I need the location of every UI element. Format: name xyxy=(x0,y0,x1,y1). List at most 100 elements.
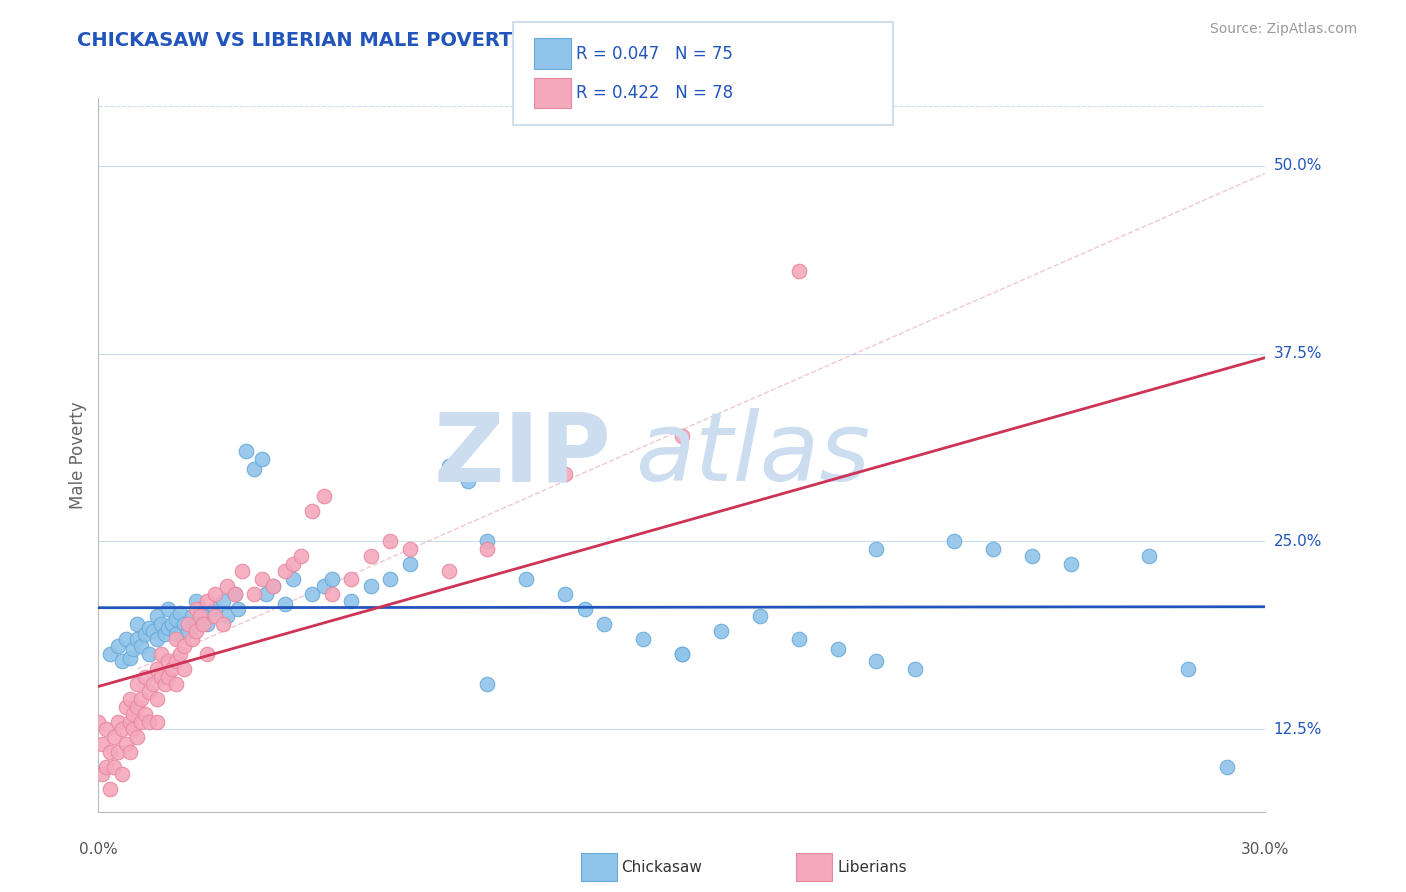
Point xyxy=(114,737,136,751)
Point xyxy=(360,549,382,564)
Text: R = 0.422   N = 78: R = 0.422 N = 78 xyxy=(576,84,734,102)
Point xyxy=(193,609,215,624)
Point xyxy=(321,587,343,601)
Point xyxy=(157,622,180,636)
Point xyxy=(142,677,165,691)
Point xyxy=(146,609,169,624)
Point xyxy=(243,462,266,476)
Point xyxy=(262,579,284,593)
Point xyxy=(215,609,238,624)
Text: R = 0.047   N = 75: R = 0.047 N = 75 xyxy=(576,45,734,62)
Point xyxy=(180,609,202,624)
Point xyxy=(312,489,335,503)
Point xyxy=(204,602,226,616)
Point xyxy=(111,722,134,736)
Text: 12.5%: 12.5% xyxy=(1274,722,1322,737)
Point xyxy=(162,662,184,676)
Point xyxy=(1137,549,1160,564)
Point xyxy=(554,467,576,481)
Point xyxy=(398,541,420,556)
Point xyxy=(129,640,152,654)
Point xyxy=(281,572,304,586)
Point xyxy=(437,459,460,474)
Point xyxy=(165,677,187,691)
Point xyxy=(981,541,1004,556)
Point xyxy=(184,602,207,616)
Point xyxy=(127,632,149,646)
Point xyxy=(134,669,156,683)
Point xyxy=(153,627,176,641)
Point xyxy=(127,699,149,714)
Point xyxy=(169,647,191,661)
Text: Chickasaw: Chickasaw xyxy=(621,860,703,874)
Point xyxy=(1177,662,1199,676)
Point xyxy=(457,474,479,488)
Point xyxy=(865,541,887,556)
Point xyxy=(1215,759,1237,773)
Point xyxy=(228,602,250,616)
Point xyxy=(127,730,149,744)
Point xyxy=(710,624,733,639)
Point xyxy=(103,759,125,773)
Point xyxy=(146,692,169,706)
Point xyxy=(380,534,402,549)
Point xyxy=(212,594,235,608)
Point xyxy=(173,662,195,676)
Text: atlas: atlas xyxy=(636,409,870,501)
Point xyxy=(254,587,277,601)
Text: 50.0%: 50.0% xyxy=(1274,158,1322,173)
Point xyxy=(127,616,149,631)
Y-axis label: Male Poverty: Male Poverty xyxy=(69,401,87,508)
Point xyxy=(360,579,382,593)
Point xyxy=(103,730,125,744)
Point xyxy=(274,598,297,612)
Text: 0.0%: 0.0% xyxy=(79,842,118,857)
Point xyxy=(177,624,200,639)
Point xyxy=(165,612,187,626)
Text: ZIP: ZIP xyxy=(434,409,612,501)
Point xyxy=(122,722,145,736)
Point xyxy=(157,602,180,616)
Text: 37.5%: 37.5% xyxy=(1274,346,1322,361)
Point xyxy=(138,647,160,661)
Point xyxy=(224,587,246,601)
Point xyxy=(184,624,207,639)
Point xyxy=(281,557,304,571)
Point xyxy=(398,557,420,571)
Point xyxy=(204,587,226,601)
Point xyxy=(165,627,187,641)
Point xyxy=(127,677,149,691)
Point xyxy=(340,594,363,608)
Point xyxy=(138,622,160,636)
Point xyxy=(169,607,191,621)
Point xyxy=(98,647,121,661)
Point xyxy=(195,594,218,608)
Text: CHICKASAW VS LIBERIAN MALE POVERTY CORRELATION CHART: CHICKASAW VS LIBERIAN MALE POVERTY CORRE… xyxy=(77,31,768,50)
Point xyxy=(274,565,297,579)
Point xyxy=(787,264,810,278)
Point xyxy=(129,692,152,706)
Point xyxy=(107,640,129,654)
Point xyxy=(142,624,165,639)
Point xyxy=(118,714,141,729)
Point xyxy=(865,655,887,669)
Point xyxy=(477,534,499,549)
Point xyxy=(554,587,576,601)
Point xyxy=(111,655,134,669)
Point xyxy=(943,534,966,549)
Point xyxy=(122,707,145,722)
Point xyxy=(87,714,110,729)
Point xyxy=(107,745,129,759)
Point xyxy=(827,642,849,657)
Point xyxy=(671,429,693,443)
Point xyxy=(114,699,136,714)
Point xyxy=(250,451,273,466)
Point xyxy=(91,737,114,751)
Point xyxy=(98,745,121,759)
Point xyxy=(118,745,141,759)
Point xyxy=(173,640,195,654)
Point xyxy=(157,669,180,683)
Point xyxy=(129,714,152,729)
Point xyxy=(188,602,211,616)
Point xyxy=(671,647,693,661)
